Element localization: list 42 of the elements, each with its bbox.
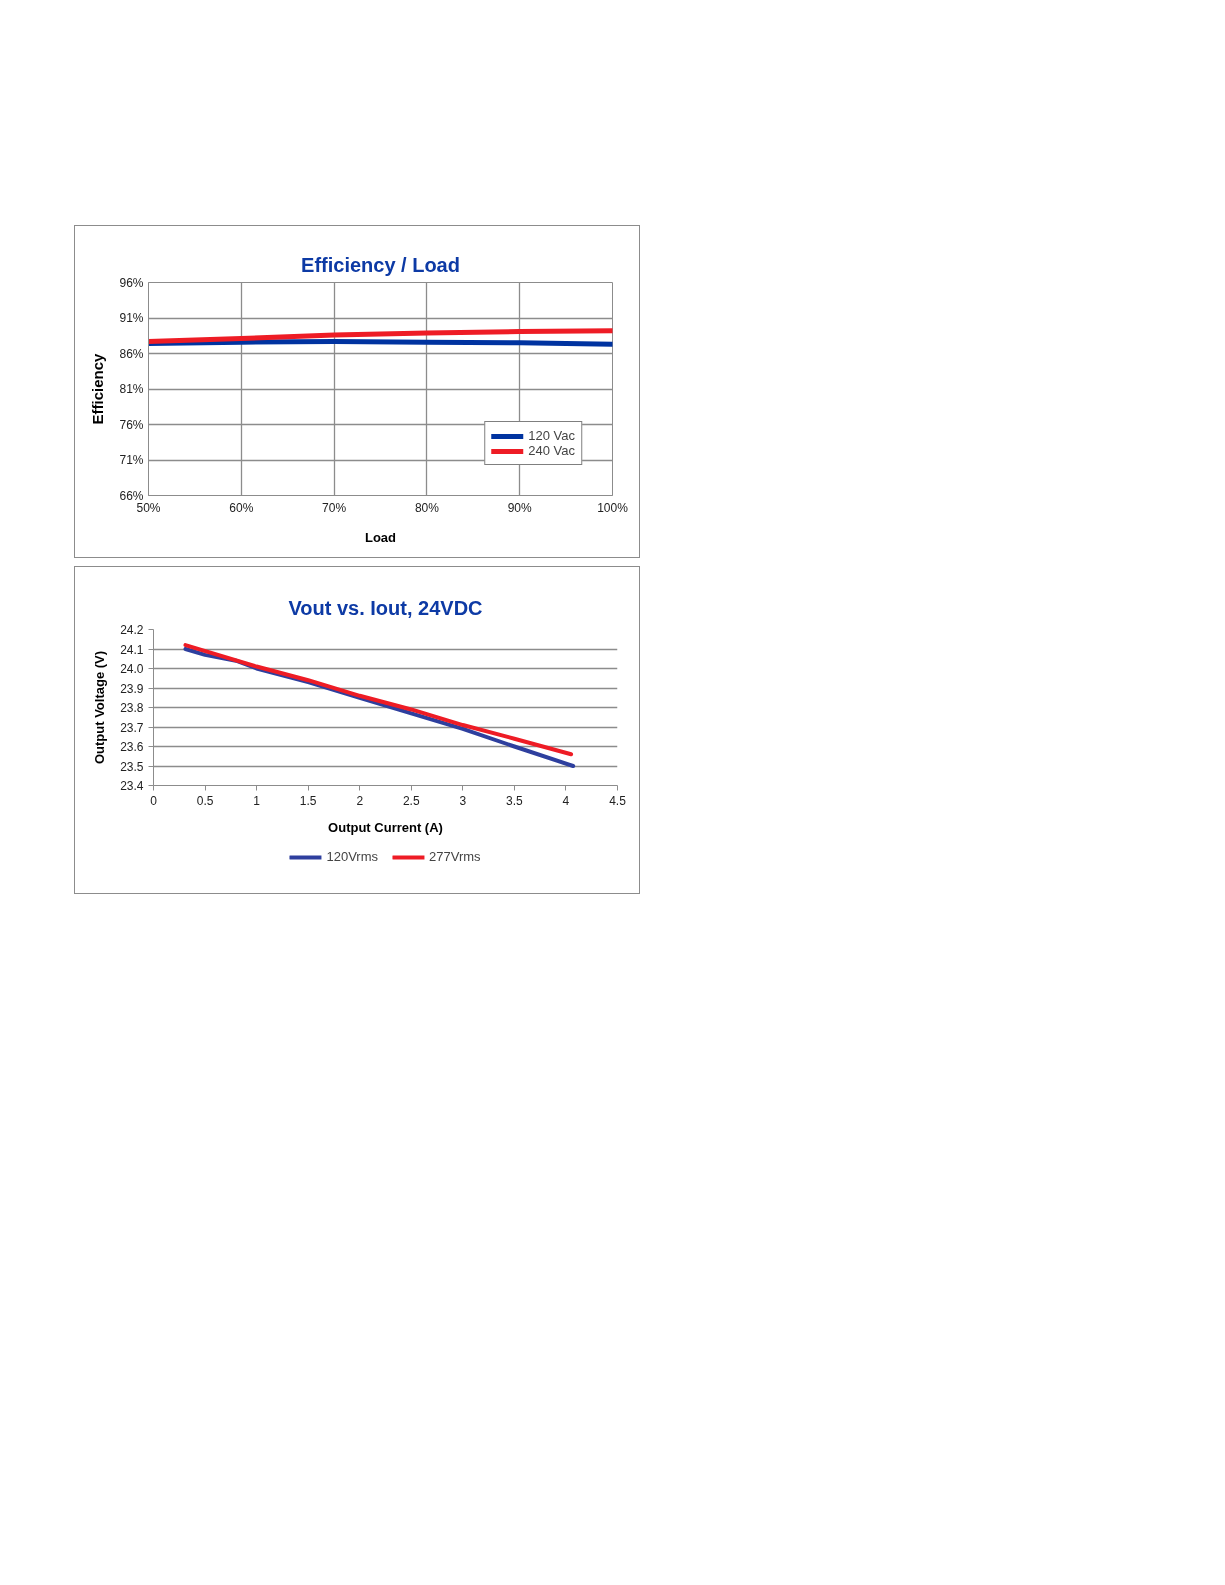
legend-label: 120 Vac xyxy=(528,428,575,443)
x-tick-label: 4.5 xyxy=(609,793,627,808)
legend-label: 240 Vac xyxy=(528,443,575,458)
x-tick-label: 50% xyxy=(136,500,161,515)
x-tick-label: 0.5 xyxy=(196,793,214,808)
y-tick-label: 96% xyxy=(119,275,144,290)
y-tick-label: 23.4 xyxy=(120,779,144,793)
x-tick-label: 80% xyxy=(414,500,440,515)
y-tick-label: 23.6 xyxy=(120,740,144,754)
x-tick-label: 3.5 xyxy=(506,793,524,808)
x-tick-label: 4 xyxy=(562,793,570,808)
x-tick-label: 100% xyxy=(597,500,629,515)
chart-title: Efficiency / Load xyxy=(301,253,460,276)
chart-title: Vout vs. Iout, 24VDC xyxy=(288,596,483,619)
x-tick-label: 0 xyxy=(150,793,158,808)
x-tick-label: 1.5 xyxy=(299,793,317,808)
y-tick-label: 23.9 xyxy=(120,681,144,696)
x-tick-label: 90% xyxy=(507,500,533,515)
y-tick-label: 23.7 xyxy=(120,720,144,735)
x-axis-title: Load xyxy=(364,529,397,545)
x-tick-label: 1 xyxy=(253,793,261,808)
y-tick-label: 24.1 xyxy=(120,642,144,657)
x-tick-label: 2 xyxy=(356,793,364,808)
y-tick-label: 76% xyxy=(119,417,144,432)
x-tick-label: 3 xyxy=(459,793,467,808)
legend-label: 120Vrms xyxy=(326,849,378,864)
y-axis-title: Output Voltage (V) xyxy=(92,650,108,765)
x-tick-label: 2.5 xyxy=(402,793,420,808)
y-tick-label: 71% xyxy=(119,453,144,467)
x-tick-label: 70% xyxy=(322,500,347,515)
y-tick-label: 86% xyxy=(119,346,144,361)
y-tick-label: 24.0 xyxy=(120,662,144,676)
y-tick-label: 23.8 xyxy=(120,701,144,715)
y-tick-label: 66% xyxy=(119,488,144,503)
y-tick-label: 91% xyxy=(119,311,144,325)
x-tick-label: 60% xyxy=(229,500,254,515)
y-tick-label: 81% xyxy=(119,382,144,396)
y-axis-title: Efficiency xyxy=(89,352,107,425)
y-tick-label: 24.2 xyxy=(120,623,144,637)
legend-label: 277Vrms xyxy=(429,849,481,864)
x-axis-title: Output Current (A) xyxy=(328,819,443,835)
y-tick-label: 23.5 xyxy=(120,759,144,774)
